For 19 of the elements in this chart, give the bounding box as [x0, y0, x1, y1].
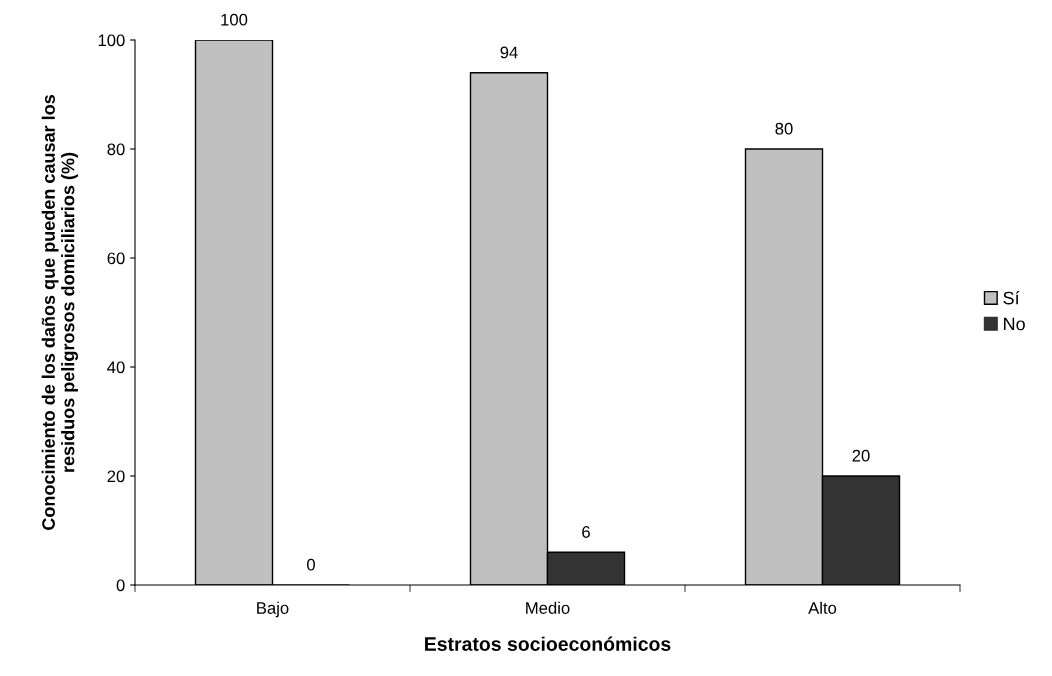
data-label: 20 — [852, 449, 870, 462]
data-label: 80 — [775, 122, 793, 135]
y-tick-label: 0 — [116, 579, 125, 592]
x-tick-label: Bajo — [257, 601, 289, 618]
x-tick-label: Medio — [526, 601, 570, 614]
x-tick-label: Alto — [808, 601, 837, 614]
y-tick-label: 80 — [107, 143, 125, 156]
data-label: 94 — [500, 46, 518, 59]
y-tick-label: 40 — [107, 361, 125, 374]
data-label: 100 — [221, 13, 248, 26]
legend-label: No — [1004, 317, 1025, 331]
legend-label: Sí — [1003, 290, 1020, 305]
y-tick-label: 100 — [98, 34, 125, 47]
x-axis-title: Estratos socioeconómicos — [425, 636, 671, 651]
data-label: 6 — [582, 526, 590, 538]
y-tick-label: 60 — [107, 252, 125, 265]
data-label: 0 — [307, 558, 315, 571]
y-axis-title: Conocimiento de los daños que pueden causar los residuos peligrosos domiciliarios (%) — [41, 95, 79, 530]
y-tick-label: 20 — [107, 470, 125, 483]
